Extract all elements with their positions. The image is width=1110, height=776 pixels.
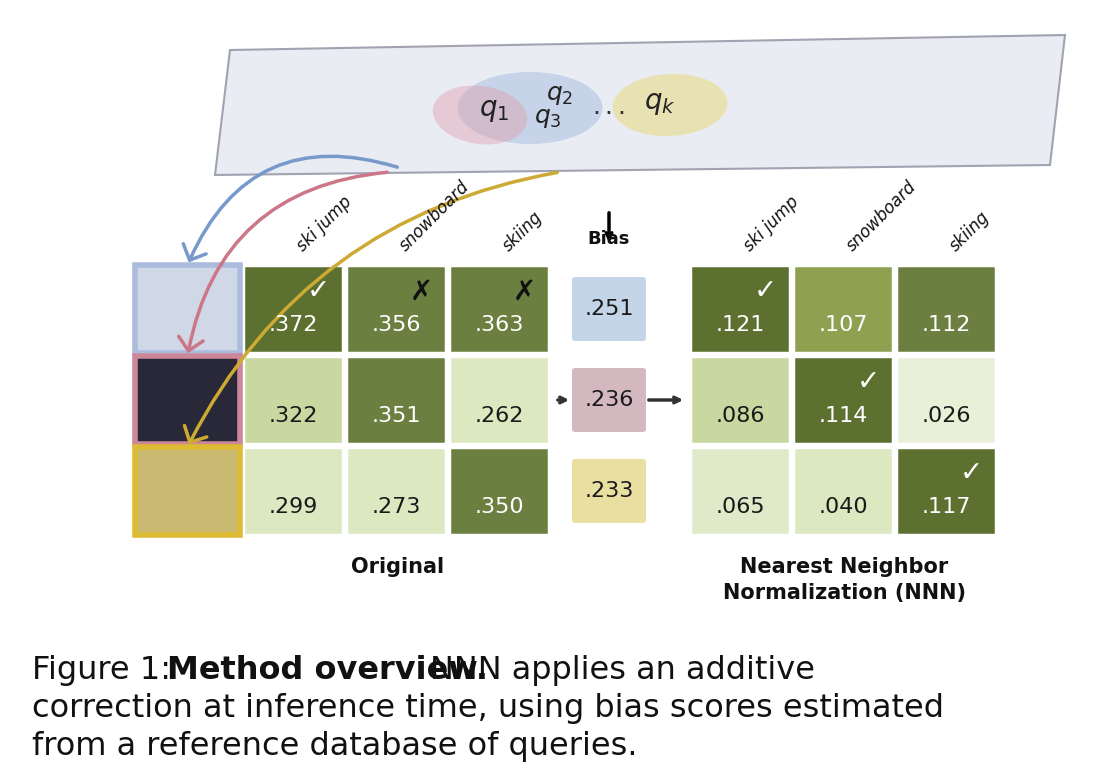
- Text: ski jump: ski jump: [740, 192, 803, 255]
- Bar: [690, 447, 790, 535]
- Text: Figure 1:: Figure 1:: [32, 655, 181, 686]
- Text: Original: Original: [351, 557, 444, 577]
- Text: NNN applies an additive: NNN applies an additive: [430, 655, 815, 686]
- Text: .117: .117: [921, 497, 970, 517]
- Text: .372: .372: [269, 315, 317, 334]
- Text: snowboard: snowboard: [842, 178, 920, 255]
- Ellipse shape: [613, 74, 727, 136]
- Bar: [243, 265, 343, 353]
- Bar: [135, 356, 240, 444]
- Bar: [793, 356, 894, 444]
- Text: .299: .299: [269, 497, 317, 517]
- Text: .026: .026: [921, 406, 971, 426]
- Text: $q_2$: $q_2$: [546, 83, 574, 107]
- Bar: [135, 265, 240, 353]
- Text: .251: .251: [584, 299, 634, 319]
- Text: .086: .086: [715, 406, 765, 426]
- Bar: [450, 447, 549, 535]
- Text: ✓: ✓: [959, 459, 982, 487]
- Text: .351: .351: [371, 406, 421, 426]
- Bar: [243, 447, 343, 535]
- FancyArrowPatch shape: [179, 172, 387, 351]
- Text: $...$: $...$: [592, 95, 625, 119]
- Text: .107: .107: [818, 315, 868, 334]
- Text: $q_1$: $q_1$: [478, 96, 509, 124]
- Text: $q_k$: $q_k$: [644, 89, 676, 117]
- Text: .112: .112: [921, 315, 970, 334]
- Text: ✓: ✓: [754, 277, 777, 306]
- Text: .363: .363: [474, 315, 524, 334]
- Text: .065: .065: [715, 497, 765, 517]
- Text: ✗: ✗: [513, 277, 536, 306]
- Bar: [135, 447, 240, 535]
- Text: .322: .322: [269, 406, 317, 426]
- Bar: [793, 265, 894, 353]
- Text: ✓: ✓: [857, 369, 879, 397]
- Text: .121: .121: [715, 315, 765, 334]
- Bar: [243, 356, 343, 444]
- FancyArrowPatch shape: [183, 156, 397, 260]
- FancyArrowPatch shape: [184, 172, 557, 442]
- Bar: [346, 447, 446, 535]
- Text: ✓: ✓: [306, 277, 330, 306]
- Text: from a reference database of queries.: from a reference database of queries.: [32, 731, 637, 762]
- Text: Bias: Bias: [588, 230, 630, 248]
- Bar: [690, 356, 790, 444]
- FancyBboxPatch shape: [572, 459, 646, 523]
- Text: ski jump: ski jump: [293, 192, 355, 255]
- Bar: [450, 356, 549, 444]
- Text: Method overview.: Method overview.: [166, 655, 488, 686]
- Bar: [346, 356, 446, 444]
- Text: Nearest Neighbor
Normalization (NNN): Nearest Neighbor Normalization (NNN): [723, 557, 966, 604]
- Text: ✗: ✗: [410, 277, 433, 306]
- Text: .114: .114: [818, 406, 868, 426]
- Text: .236: .236: [584, 390, 634, 410]
- Text: .356: .356: [371, 315, 421, 334]
- Text: snowboard: snowboard: [396, 178, 473, 255]
- Bar: [690, 265, 790, 353]
- Polygon shape: [215, 35, 1064, 175]
- Bar: [450, 265, 549, 353]
- Ellipse shape: [433, 85, 527, 144]
- Text: .233: .233: [584, 481, 634, 501]
- Bar: [896, 447, 996, 535]
- Ellipse shape: [457, 72, 603, 144]
- FancyBboxPatch shape: [572, 277, 646, 341]
- Bar: [896, 356, 996, 444]
- Text: .040: .040: [818, 497, 868, 517]
- Text: .273: .273: [372, 497, 421, 517]
- Text: correction at inference time, using bias scores estimated: correction at inference time, using bias…: [32, 693, 944, 724]
- Text: skiing: skiing: [500, 208, 546, 255]
- Text: skiing: skiing: [946, 208, 993, 255]
- FancyBboxPatch shape: [572, 368, 646, 432]
- Bar: [896, 265, 996, 353]
- Text: .262: .262: [474, 406, 524, 426]
- Bar: [346, 265, 446, 353]
- Text: $q_3$: $q_3$: [534, 106, 562, 130]
- Text: .350: .350: [474, 497, 524, 517]
- Bar: [793, 447, 894, 535]
